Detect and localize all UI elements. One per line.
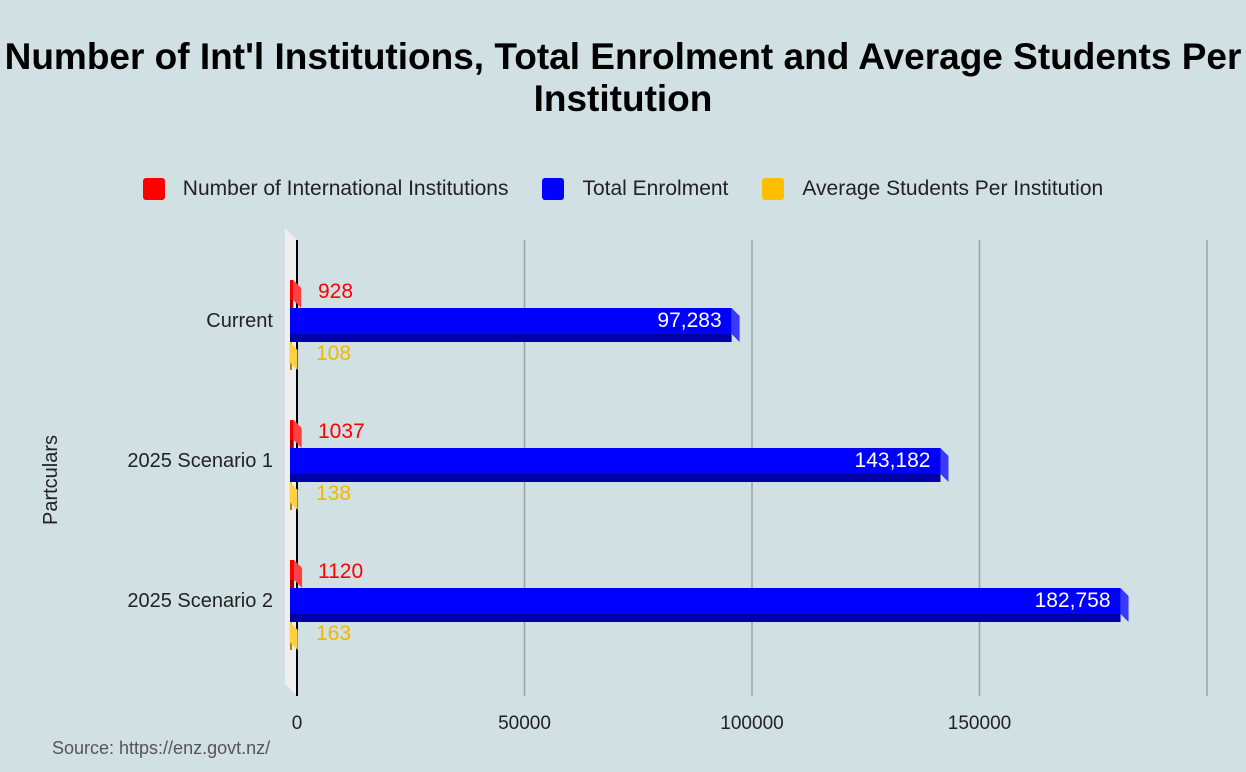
x-tick-label: 50000 [498, 713, 551, 734]
bar-bottom-face [290, 300, 294, 308]
bar-side-face [293, 280, 302, 308]
bar-bottom-face [290, 502, 292, 510]
data-label: 163 [316, 622, 351, 645]
legend-item-institutions[interactable]: Number of International Institutions [142, 177, 509, 201]
bar-side-face [293, 420, 302, 448]
bar-bottom-face [290, 362, 292, 370]
bar-side-face [731, 308, 740, 342]
bar-side-face [289, 342, 298, 370]
bar-0 [290, 280, 294, 300]
bar-bottom-face [290, 334, 732, 342]
bar-side-face [940, 448, 949, 482]
y-category-label: Current [206, 310, 273, 332]
x-tick-label: 150000 [948, 713, 1011, 734]
bar-side-face [289, 482, 298, 510]
legend-label: Total Enrolment [582, 177, 729, 200]
bar-1 [290, 308, 732, 334]
legend: Number of International Institutions Tot… [0, 177, 1246, 201]
y-category-label: 2025 Scenario 2 [127, 590, 273, 612]
legend-swatch-yellow [762, 178, 785, 200]
bar-bottom-face [290, 440, 294, 448]
y-category-label: 2025 Scenario 1 [127, 450, 273, 472]
bar-bottom-face [290, 580, 295, 588]
bar-side-face [1120, 588, 1129, 622]
source-note: Source: https://enz.govt.nz/ [52, 738, 271, 758]
bar-1 [290, 448, 941, 474]
x-tick-label: 0 [292, 713, 303, 734]
legend-label: Number of International Institutions [182, 177, 509, 200]
legend-label: Average Students Per Institution [802, 177, 1104, 200]
data-label: 143,182 [855, 449, 931, 472]
legend-swatch-red [142, 178, 165, 200]
data-label: 138 [316, 482, 351, 505]
bar-bottom-face [290, 474, 941, 482]
legend-item-average[interactable]: Average Students Per Institution [762, 177, 1103, 201]
data-label: 97,283 [657, 309, 721, 332]
bar-side-face [289, 622, 298, 650]
data-label: 1120 [318, 560, 363, 583]
data-label: 1037 [318, 420, 365, 443]
data-label: 928 [318, 280, 353, 303]
y-axis-label: Partculars [40, 435, 62, 525]
data-label: 108 [316, 342, 351, 365]
legend-item-enrolment[interactable]: Total Enrolment [542, 177, 728, 201]
data-label: 182,758 [1035, 589, 1111, 612]
legend-swatch-blue [542, 178, 565, 200]
bar-bottom-face [290, 614, 1121, 622]
bar-side-face [294, 560, 303, 588]
bar-0 [290, 420, 294, 440]
bar-0 [290, 560, 295, 580]
bar-bottom-face [290, 642, 292, 650]
bar-1 [290, 588, 1121, 614]
chart-title: Number of Int'l Institutions, Total Enro… [4, 36, 1242, 119]
x-tick-label: 100000 [720, 713, 783, 734]
